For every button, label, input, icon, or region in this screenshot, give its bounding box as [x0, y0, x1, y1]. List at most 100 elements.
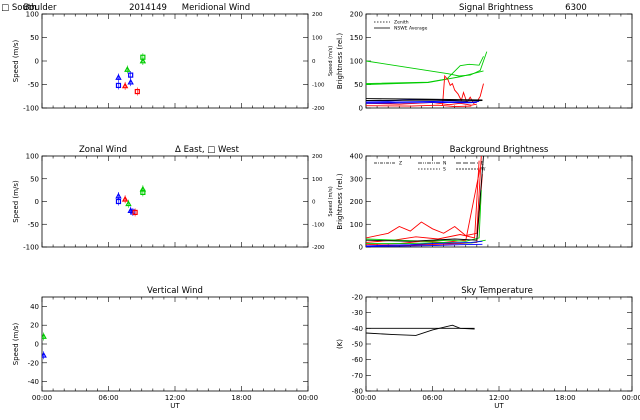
y-tick-label: -50 — [352, 341, 363, 349]
y-axis-label: Speed (m/s) — [12, 180, 20, 223]
chart-meridional: Boulder 2014149 Meridional Wind Δ North, □ … — [0, 3, 334, 113]
square-marker — [134, 88, 140, 95]
right-y-axis-label: Speed (m/s) — [328, 186, 334, 216]
data-group — [115, 185, 147, 217]
right-y-tick-label: 200 — [312, 12, 323, 18]
square-marker — [132, 209, 138, 216]
y-tick-label: -20 — [28, 359, 39, 367]
y-tick-label: 0 — [35, 198, 39, 206]
y-tick-label: -70 — [352, 372, 363, 380]
y-tick-label: -100 — [23, 105, 39, 113]
series-line — [366, 99, 483, 102]
series-line — [366, 98, 483, 101]
x-tick-label: 12:00 — [489, 394, 509, 402]
right-y-tick-label: 0 — [312, 59, 316, 65]
chart-title: Boulder — [24, 3, 57, 13]
triangle-marker — [121, 82, 129, 89]
chart-vertical: Vertical Wind -40 -20 0 20 40 Speed (m/s) 00:00… — [12, 286, 318, 410]
y-tick-label: 400 — [350, 153, 363, 161]
right-y-axis-label: Speed (m/s) — [328, 46, 334, 76]
right-y-tick-label: -100 — [312, 222, 325, 228]
legend-label: Zenith — [394, 20, 409, 26]
y-tick-label: 20 — [30, 322, 39, 330]
y-tick-label: 100 — [350, 58, 363, 66]
y-axis-label: Speed (m/s) — [12, 40, 20, 83]
chart-signal: Signal Brightness 6300 0 50 100 150 200 Brightn… — [336, 3, 633, 113]
series-line — [366, 104, 472, 108]
y-tick-label: -40 — [352, 325, 363, 333]
chart-background: Background Brightness 0 100 200 300 400 Bright… — [336, 145, 633, 252]
x-tick-label: 00:00 — [622, 394, 640, 402]
right-y-tick-label: 100 — [312, 177, 323, 183]
series-line — [366, 156, 484, 242]
x-tick-label: 06:00 — [98, 394, 118, 402]
chart-title: Sky Temperature — [461, 286, 533, 296]
y-tick-label: 100 — [26, 153, 39, 161]
y-tick-label: 0 — [35, 341, 39, 349]
triangle-marker — [42, 351, 47, 358]
chart-zonal: Zonal Wind Δ East, □ West -100 -50 0 50 100 -20… — [12, 145, 334, 252]
series-line — [366, 101, 477, 106]
x-tick-label: 12:00 — [165, 394, 185, 402]
legend-label: W — [481, 167, 486, 173]
y-tick-label: 0 — [359, 244, 363, 252]
x-tick-label: 00:00 — [298, 394, 318, 402]
y-tick-label: 300 — [350, 175, 363, 183]
chart-title: Δ North, □ South — [0, 3, 37, 13]
x-axis-label: UT — [494, 402, 504, 410]
chart-title: Vertical Wind — [147, 286, 203, 296]
y-tick-label: 100 — [350, 221, 363, 229]
series-line — [366, 51, 488, 77]
chart-title: 6300 — [565, 3, 587, 13]
y-tick-label: -80 — [352, 388, 363, 396]
y-tick-label: 0 — [359, 105, 363, 113]
data-group — [366, 156, 486, 247]
triangle-marker — [121, 195, 129, 202]
y-tick-label: -100 — [23, 244, 39, 252]
y-tick-label: -30 — [352, 309, 363, 317]
y-tick-label: -50 — [28, 81, 39, 89]
right-y-tick-label: 100 — [312, 36, 323, 42]
y-axis-label: (K) — [336, 339, 344, 349]
y-axis-label: Brightness (rel.) — [336, 33, 344, 89]
x-axis-label: UT — [170, 402, 180, 410]
series-line — [366, 156, 482, 239]
y-tick-label: -20 — [352, 294, 363, 302]
chart-title: Meridional Wind — [182, 3, 250, 13]
triangle-marker — [139, 57, 147, 64]
chart-title: 2014149 — [129, 3, 167, 13]
y-tick-label: 50 — [354, 81, 363, 89]
x-tick-label: 00:00 — [32, 394, 52, 402]
square-marker — [115, 198, 122, 205]
series-line — [366, 190, 482, 242]
right-y-tick-label: -200 — [312, 106, 325, 112]
y-tick-label: 50 — [30, 175, 39, 183]
right-y-tick-label: -100 — [312, 83, 325, 89]
x-tick-label: 18:00 — [231, 394, 251, 402]
triangle-marker — [115, 74, 122, 80]
triangle-marker — [124, 66, 131, 72]
chart-skytemp: Sky Temperature -80 -70 -60 -50 -40 -30 -20 (K) 0… — [336, 286, 640, 410]
y-tick-label: 200 — [350, 11, 363, 19]
y-tick-label: 200 — [350, 198, 363, 206]
series-line — [366, 101, 477, 104]
legend-label: N — [443, 161, 446, 167]
series-line — [366, 243, 483, 247]
legend-label: NSWE Average — [394, 26, 428, 32]
square-marker — [115, 82, 122, 89]
y-tick-label: 150 — [350, 34, 363, 42]
triangle-marker — [139, 185, 147, 192]
y-axis-label: Brightness (rel.) — [336, 173, 344, 229]
y-axis-label: Speed (m/s) — [12, 323, 20, 366]
chart-title: Background Brightness — [450, 145, 549, 155]
right-y-tick-label: 200 — [312, 154, 323, 160]
y-tick-label: 40 — [30, 303, 39, 311]
y-tick-label: -60 — [352, 356, 363, 364]
triangle-marker — [127, 78, 134, 85]
y-tick-label: -50 — [28, 221, 39, 229]
y-tick-label: 0 — [35, 58, 39, 66]
x-tick-label: 00:00 — [356, 394, 376, 402]
y-tick-label: 50 — [30, 34, 39, 42]
chart-title: Δ East, □ West — [175, 145, 240, 155]
